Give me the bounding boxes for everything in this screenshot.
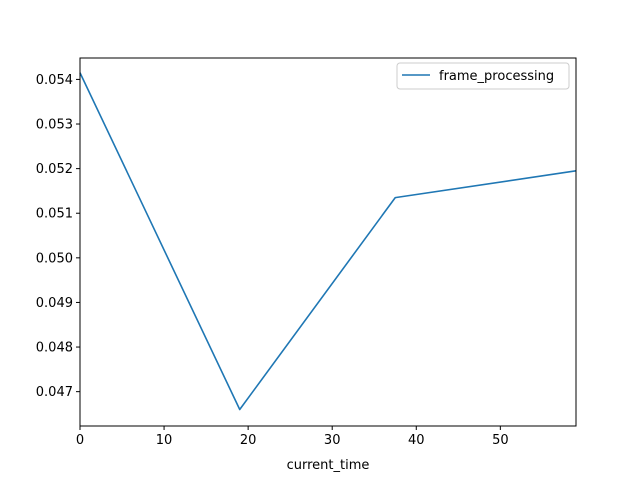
legend-label-frame-processing: frame_processing	[439, 69, 554, 84]
y-tick-label: 0.048	[36, 341, 73, 356]
legend: frame_processing	[396, 62, 570, 90]
x-tick-label: 0	[76, 433, 84, 448]
y-tick-label: 0.051	[36, 207, 73, 222]
y-tick-label: 0.054	[36, 73, 73, 88]
x-axis-label: current_time	[287, 458, 370, 473]
series-line-frame-processing	[79, 72, 577, 411]
y-axis: 0.047 0.048 0.049 0.050 0.051 0.052 0.053 0.054	[36, 73, 80, 400]
y-tick-label: 0.047	[36, 385, 73, 400]
x-tick-label: 10	[156, 433, 173, 448]
x-tick-label: 30	[324, 433, 341, 448]
axes-frame	[79, 57, 577, 427]
legend-box	[396, 62, 570, 90]
plot-area	[79, 57, 577, 427]
y-tick-label: 0.052	[36, 162, 73, 177]
y-tick-label: 0.050	[36, 251, 73, 266]
x-axis: 0 10 20 30 40 50	[76, 426, 509, 448]
x-tick-label: 20	[240, 433, 257, 448]
y-tick-label: 0.053	[36, 118, 73, 133]
x-tick-label: 40	[408, 433, 425, 448]
x-tick-label: 50	[492, 433, 509, 448]
y-tick-label: 0.049	[36, 296, 73, 311]
